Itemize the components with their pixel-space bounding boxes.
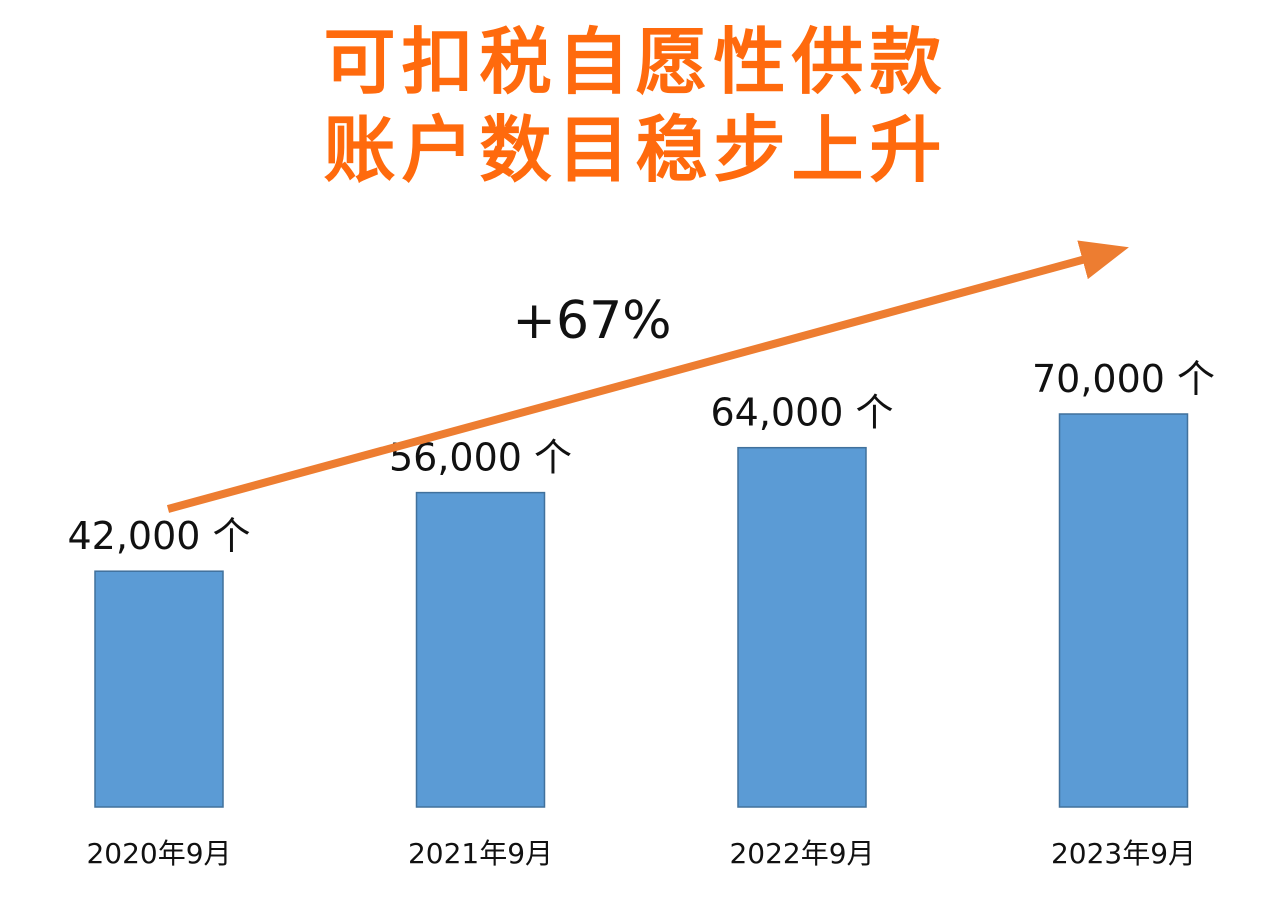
bar-value-label-1: 42,000 个 xyxy=(67,514,250,558)
x-tick-label-4: 2023年9月 xyxy=(1051,837,1196,870)
x-tick-label-2: 2021年9月 xyxy=(408,837,553,870)
bar-4 xyxy=(1058,413,1189,808)
bar-2 xyxy=(415,491,546,808)
bar-3 xyxy=(737,446,867,808)
growth-arrow xyxy=(166,240,1129,513)
x-tick-label-3: 2022年9月 xyxy=(729,837,874,870)
chart-title-line-2: 账户数目稳步上升 xyxy=(323,108,948,192)
x-tick-label-1: 2020年9月 xyxy=(86,837,231,870)
growth-annotation: +67% xyxy=(512,291,671,351)
bar-value-label-3: 64,000 个 xyxy=(710,391,893,435)
bar-value-label-4: 70,000 个 xyxy=(1032,357,1215,401)
bar-1 xyxy=(94,570,224,808)
chart-title-line-1: 可扣税自愿性供款 xyxy=(323,20,948,104)
